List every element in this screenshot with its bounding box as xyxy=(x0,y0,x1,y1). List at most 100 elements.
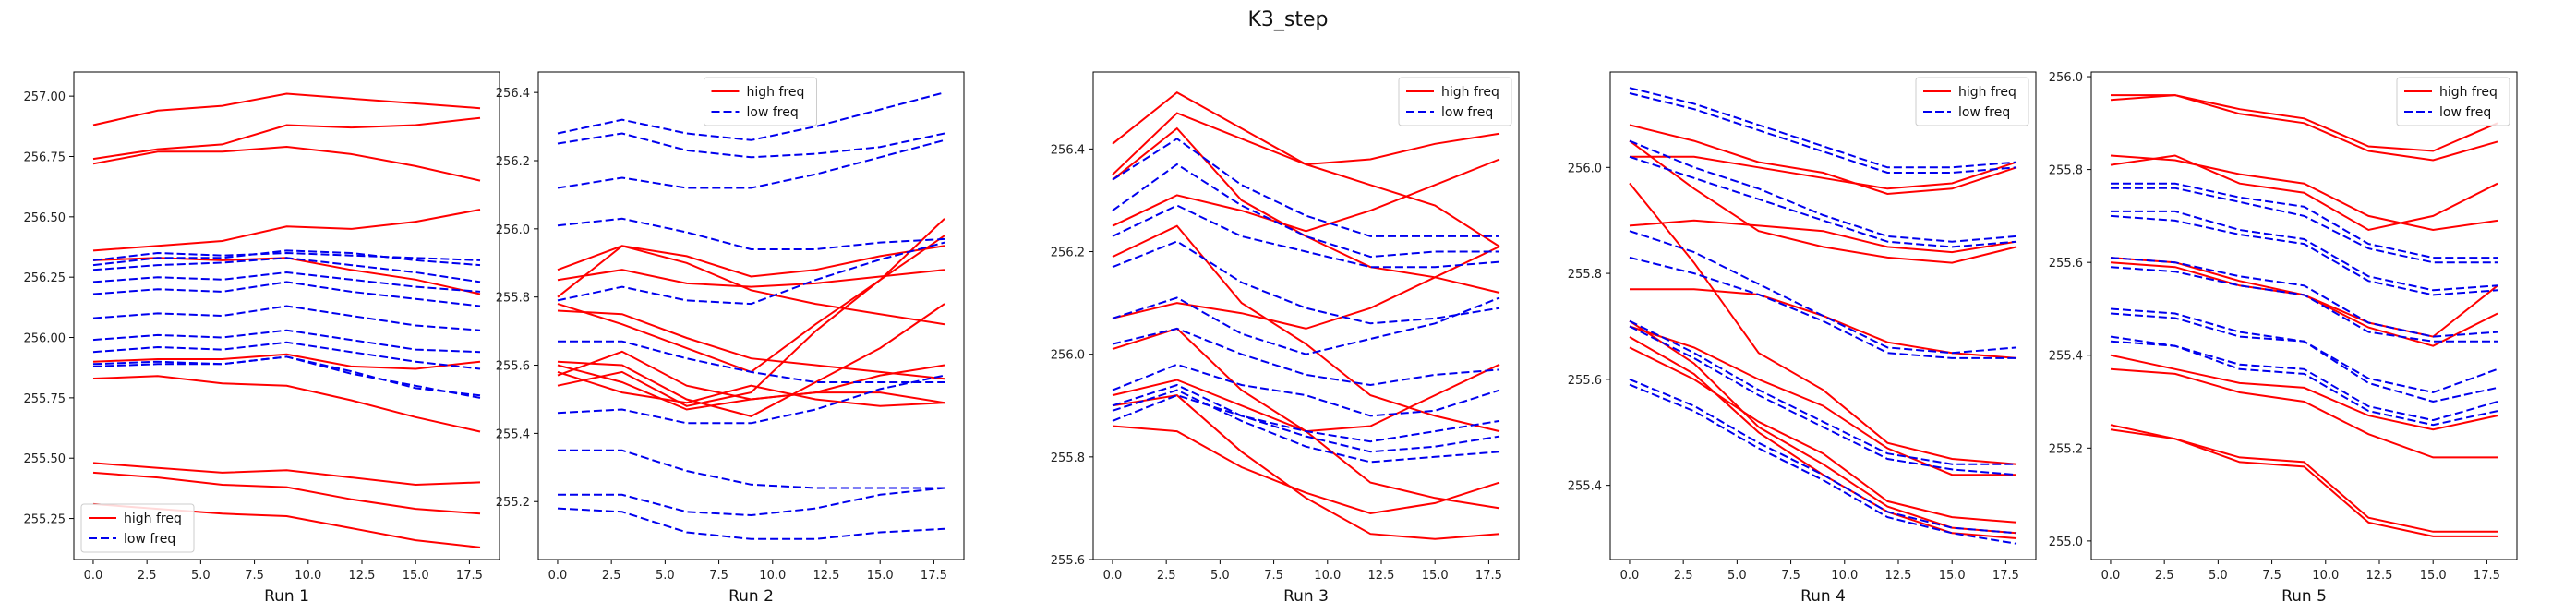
series-line-low-16 xyxy=(2110,266,2498,343)
series-line-low-12 xyxy=(1112,163,1499,259)
series-line-high-2 xyxy=(557,269,945,288)
series-line-high-9 xyxy=(1629,319,2017,535)
series-line-low-20 xyxy=(2110,340,2498,427)
series-line-high-6 xyxy=(92,353,481,370)
x-axis-label: Run 3 xyxy=(1283,587,1329,606)
x-tick-label: 7.5 xyxy=(1781,569,1800,583)
x-tick-label: 5.0 xyxy=(1727,569,1747,583)
y-tick-label: 255.4 xyxy=(2049,350,2083,364)
x-tick-label: 15.0 xyxy=(1939,569,1966,583)
series-line-high-7 xyxy=(1629,325,2016,476)
series-line-high-4 xyxy=(92,209,481,252)
x-tick-label: 10.0 xyxy=(1314,569,1341,583)
series-line-low-16 xyxy=(1629,256,2016,359)
x-tick-label: 10.0 xyxy=(295,569,321,583)
y-tick-label: 256.0 xyxy=(1051,349,1085,363)
y-tick-label: 256.25 xyxy=(24,271,66,285)
series-line-high-6 xyxy=(1112,246,1500,330)
x-axis-label: Run 1 xyxy=(264,587,309,606)
legend-label-low: low freq xyxy=(1958,105,2010,120)
x-axis-label: Run 5 xyxy=(2281,587,2327,606)
x-tick-label: 5.0 xyxy=(2209,569,2228,583)
series-line-high-4 xyxy=(1112,158,1500,233)
series-line-low-11 xyxy=(92,251,481,261)
legend-label-high: high freq xyxy=(747,85,805,100)
series-line-high-5 xyxy=(1629,182,2017,465)
x-tick-label: 7.5 xyxy=(709,569,728,583)
series-line-low-13 xyxy=(1112,204,1500,269)
series-group xyxy=(1629,87,2017,545)
legend: high freq low freq xyxy=(2396,77,2510,126)
series-line-high-2 xyxy=(2110,94,2498,162)
y-tick-label: 257.00 xyxy=(24,90,66,104)
legend-box xyxy=(80,503,195,553)
series-line-high-1 xyxy=(92,92,481,126)
y-tick-label: 255.8 xyxy=(1568,268,1602,282)
series-line-high-2 xyxy=(1630,155,2017,190)
series-line-high-4 xyxy=(2110,154,2498,232)
legend-label-low: low freq xyxy=(124,532,175,547)
legend-label-high: high freq xyxy=(124,512,182,526)
series-line-high-9 xyxy=(1112,394,1500,540)
x-tick-label: 17.5 xyxy=(1475,569,1502,583)
series-line-low-11 xyxy=(557,91,945,141)
series-line-low-12 xyxy=(92,249,481,267)
x-tick-label: 12.5 xyxy=(1885,569,1912,583)
x-tick-label: 5.0 xyxy=(191,569,211,583)
y-tick-label: 255.0 xyxy=(2049,536,2083,549)
subplot-run-3: 0.0 2.5 5.0 7.5 10.0 12.5 15.0 17.5 255.6 255.8 25… xyxy=(1051,71,1520,606)
axes-frame xyxy=(2090,71,2518,560)
series-line-high-10 xyxy=(1629,336,2017,539)
y-tick-label: 256.4 xyxy=(496,87,530,101)
legend: high freq low freq xyxy=(1398,77,1512,126)
x-tick-label: 15.0 xyxy=(2420,569,2447,583)
series-line-low-16 xyxy=(558,340,945,383)
series-line-low-17 xyxy=(92,329,481,354)
y-tick-label: 255.6 xyxy=(496,360,530,374)
series-line-low-14 xyxy=(557,217,945,250)
x-tick-label: 0.0 xyxy=(1620,569,1640,583)
x-tick-label: 12.5 xyxy=(2366,569,2393,583)
series-line-low-19 xyxy=(558,487,945,517)
series-group xyxy=(92,92,481,548)
series-line-high-10 xyxy=(557,364,945,411)
legend: high freq low freq xyxy=(1915,77,2029,126)
y-tick-label: 256.4 xyxy=(1051,143,1085,157)
series-line-high-4 xyxy=(1629,219,2017,254)
legend-box xyxy=(1915,77,2029,126)
x-tick-label: 17.5 xyxy=(2474,569,2500,583)
y-tick-label: 255.8 xyxy=(2049,164,2083,178)
x-tick-label: 5.0 xyxy=(656,569,675,583)
legend: high freq low freq xyxy=(80,503,195,553)
series-line-low-18 xyxy=(2110,312,2498,403)
series-line-high-3 xyxy=(92,145,481,182)
series-line-high-8 xyxy=(2110,367,2498,459)
series-line-low-12 xyxy=(557,132,945,159)
series-line-low-15 xyxy=(2110,257,2498,338)
series-line-low-12 xyxy=(1629,92,2017,174)
x-tick-label: 15.0 xyxy=(1422,569,1449,583)
series-line-low-17 xyxy=(557,374,945,425)
series-line-high-10 xyxy=(1112,425,1500,515)
series-line-high-2 xyxy=(92,116,481,161)
x-tick-label: 0.0 xyxy=(84,569,103,583)
series-line-high-2 xyxy=(1112,112,1500,247)
y-tick-label: 255.4 xyxy=(1568,480,1602,494)
x-tick-label: 2.5 xyxy=(1674,569,1693,583)
series-line-low-20 xyxy=(557,507,945,540)
series-line-low-13 xyxy=(1629,139,2017,243)
subplot-run-1: 0.0 2.5 5.0 7.5 10.0 12.5 15.0 17.5 255.25 255.50… xyxy=(24,71,500,606)
x-tick-label: 15.0 xyxy=(867,569,894,583)
y-tick-label: 256.00 xyxy=(24,332,66,346)
y-tick-label: 255.25 xyxy=(24,513,66,527)
y-tick-label: 255.2 xyxy=(496,496,530,510)
x-tick-label: 0.0 xyxy=(2101,569,2121,583)
legend: high freq low freq xyxy=(704,77,817,126)
series-line-low-15 xyxy=(92,281,481,307)
y-tick-label: 255.6 xyxy=(1051,554,1085,568)
series-line-high-3 xyxy=(557,245,945,326)
y-tick-label: 256.2 xyxy=(1051,247,1085,260)
x-tick-label: 10.0 xyxy=(1831,569,1858,583)
y-tick-label: 255.8 xyxy=(1051,451,1085,465)
